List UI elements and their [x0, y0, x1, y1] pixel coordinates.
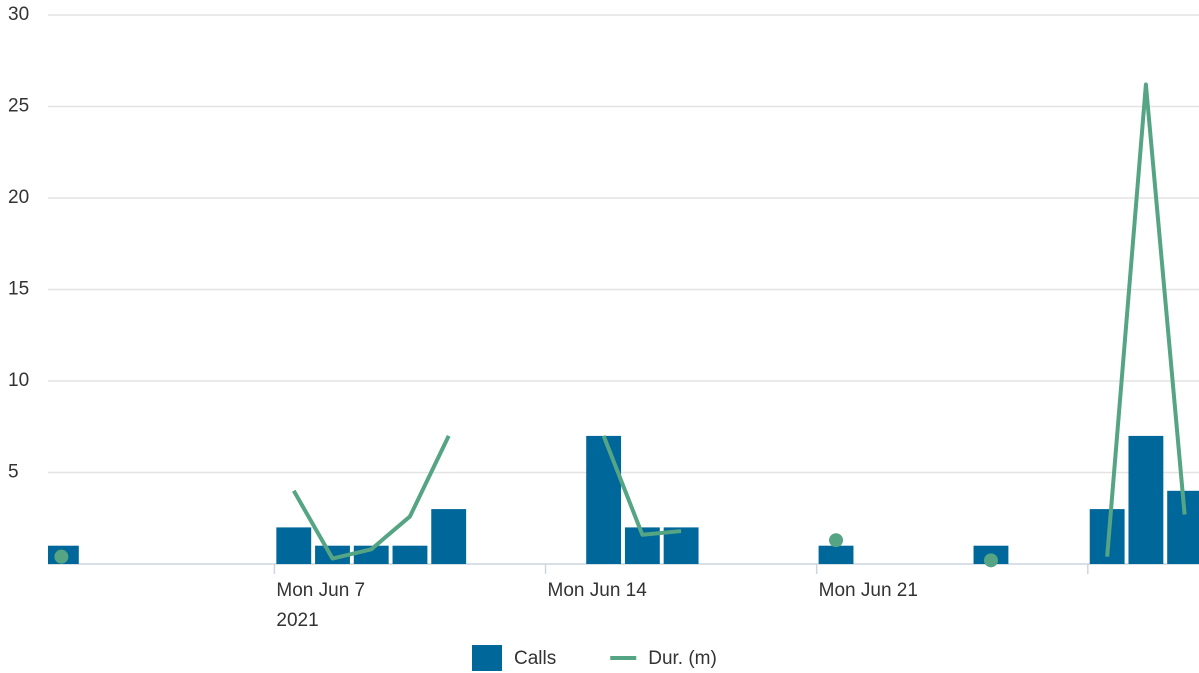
line [1105, 82, 1187, 557]
line [292, 435, 451, 561]
y-tick-label: 15 [8, 279, 29, 300]
bar [586, 435, 622, 564]
y-tick-label: 20 [8, 187, 29, 208]
line [601, 435, 682, 537]
bar [431, 509, 467, 564]
bar [392, 545, 428, 564]
line-point [54, 549, 69, 564]
x-tick-label: Mon Jun 14 [548, 580, 648, 601]
legend-label: Dur. (m) [648, 648, 717, 669]
x-tick-label: Mon Jun 21 [819, 580, 918, 601]
plot-area [48, 82, 1199, 568]
y-tick-label: 10 [8, 370, 29, 391]
y-tick-label: 30 [8, 4, 29, 25]
x-tick-label: Mon Jun 7 [276, 580, 365, 601]
x-year-label: 2021 [276, 610, 318, 631]
legend-swatch [472, 645, 502, 671]
y-tick-label: 25 [8, 96, 29, 117]
y-tick-label: 5 [8, 462, 19, 483]
legend-label: Calls [514, 648, 556, 669]
bar [276, 527, 312, 564]
line-point [983, 553, 998, 568]
bar [1128, 435, 1164, 564]
line-point [829, 533, 844, 548]
bar [818, 545, 854, 564]
